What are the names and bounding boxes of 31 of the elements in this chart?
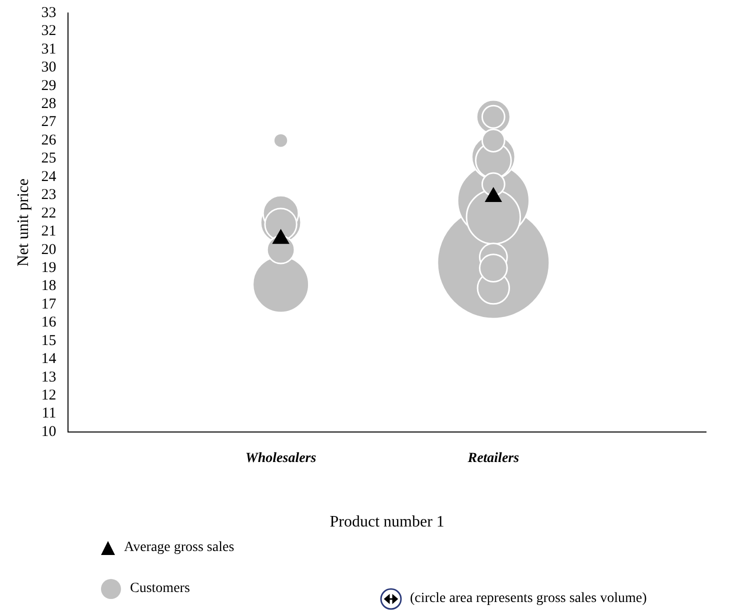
legend-label: Average gross sales — [124, 540, 234, 556]
y-tick-label: 24 — [41, 168, 57, 185]
y-tick-label: 26 — [41, 132, 57, 148]
y-tick-label: 29 — [41, 78, 56, 94]
y-tick-label: 32 — [41, 23, 56, 40]
y-tick-label: 23 — [41, 187, 56, 204]
y-tick-label: 17 — [41, 296, 57, 312]
legend-label: Customers — [130, 581, 190, 597]
y-tick-label: 25 — [41, 150, 56, 167]
x-tick-label: Wholesalers — [245, 451, 317, 466]
x-tick-label: Retailers — [466, 451, 520, 466]
y-tick-label: 14 — [41, 351, 57, 368]
y-tick-label: 20 — [41, 242, 56, 258]
y-tick-label: 13 — [41, 369, 56, 386]
text: (circle area represents gross sales volume) — [410, 591, 647, 607]
y-tick-label: 10 — [41, 424, 56, 440]
y-tick-label: 27 — [41, 114, 57, 130]
y-axis-title: Net unit price — [14, 178, 32, 266]
y-tick-label: 33 — [41, 4, 56, 21]
y-tick-label: 31 — [41, 41, 56, 58]
y-tick-label: 16 — [41, 314, 57, 331]
y-tick-label: 18 — [41, 278, 56, 294]
x-axis-title: Product number 1 — [330, 514, 444, 531]
y-tick-label: 22 — [41, 205, 56, 222]
y-tick-label: 21 — [41, 224, 56, 240]
y-tick-label: 11 — [42, 406, 56, 422]
y-tick-label: 15 — [41, 332, 56, 349]
y-tick-label: 28 — [41, 96, 56, 112]
y-tick-label: 19 — [41, 260, 56, 276]
y-tick-label: 12 — [41, 388, 56, 404]
y-tick-label: 30 — [41, 60, 56, 76]
